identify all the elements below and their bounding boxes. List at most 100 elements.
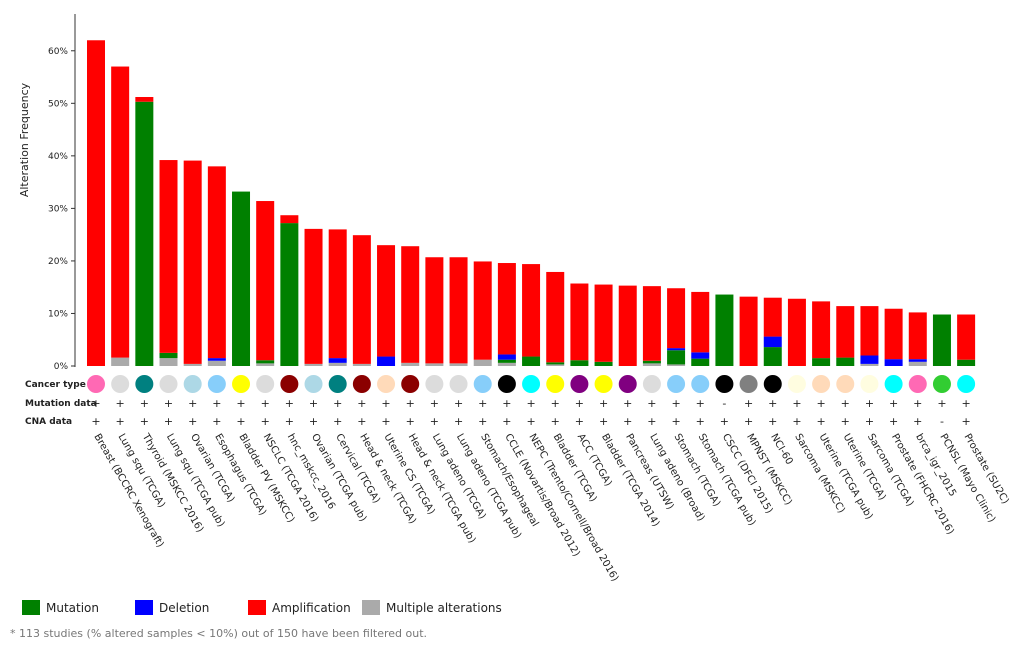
cancer-type-dot — [497, 375, 516, 393]
cancer-type-dot — [425, 375, 444, 393]
y-tick-label: 0% — [54, 362, 69, 372]
cna-flag: + — [575, 415, 584, 428]
bar-segment — [618, 285, 637, 366]
bar-segment — [352, 363, 371, 366]
mutation-flag: + — [91, 397, 100, 410]
legend-label: Mutation — [46, 601, 99, 615]
bar-segment — [667, 288, 686, 349]
mutation-flag: + — [744, 397, 753, 410]
cancer-type-dot — [256, 375, 275, 393]
cancer-type-dot — [812, 375, 831, 393]
bar-segment — [957, 359, 976, 366]
cna-flag: + — [792, 415, 801, 428]
cna-flag: + — [502, 415, 511, 428]
mutation-flag: + — [478, 397, 487, 410]
mutation-flag: + — [430, 397, 439, 410]
mutation-flag: + — [816, 397, 825, 410]
bar-segment — [87, 40, 105, 367]
y-tick-label: 10% — [48, 309, 68, 319]
bar-segment — [449, 257, 468, 364]
bar-segment — [328, 229, 347, 359]
bar-segment — [304, 363, 323, 366]
bar-segment — [183, 363, 202, 366]
bar-segment — [546, 271, 565, 363]
cancer-type-dot — [449, 375, 468, 393]
bar-segment — [328, 362, 347, 366]
mutation-flag: + — [575, 397, 584, 410]
bar-segment — [884, 308, 903, 360]
cna-flag: + — [236, 415, 245, 428]
mutation-flag: + — [526, 397, 535, 410]
cna-flag: + — [647, 415, 656, 428]
mutation-flag: + — [841, 397, 850, 410]
bar-segment — [691, 358, 710, 366]
cna-flag: + — [454, 415, 463, 428]
bar-segment — [159, 160, 178, 353]
legend-swatch — [22, 600, 40, 615]
cancer-type-dot — [594, 375, 613, 393]
legend-swatch — [248, 600, 266, 615]
bar-segment — [473, 261, 492, 360]
bar-segment — [763, 347, 782, 366]
bar-segment — [473, 359, 492, 366]
bar-segment — [860, 355, 879, 364]
row-label: Mutation data — [25, 399, 97, 409]
bar-segment — [763, 336, 782, 348]
bar-segment — [594, 284, 613, 362]
mutation-flag: + — [406, 397, 415, 410]
bar-segment — [691, 291, 710, 353]
cna-flag: + — [140, 415, 149, 428]
row-label: CNA data — [25, 417, 72, 427]
legend-label: Deletion — [159, 601, 209, 615]
bar-segment — [546, 364, 565, 366]
bar-segment — [908, 359, 927, 362]
bar-segment — [787, 298, 806, 366]
bar-segment — [667, 350, 686, 365]
mutation-flag: + — [381, 397, 390, 410]
mutation-flag: + — [285, 397, 294, 410]
mutation-flag: + — [116, 397, 125, 410]
bar-segment — [377, 356, 396, 366]
cancer-type-dot — [836, 375, 855, 393]
bar-segment — [860, 363, 879, 366]
bar-segment — [836, 306, 855, 358]
cna-flag: + — [816, 415, 825, 428]
cna-flag: + — [164, 415, 173, 428]
bar-segment — [957, 314, 976, 360]
bar-segment — [256, 360, 275, 364]
cna-flag: + — [696, 415, 705, 428]
cancer-type-dot — [908, 375, 927, 393]
bar-segment — [932, 314, 951, 366]
bar-segment — [425, 363, 444, 366]
bar-segment — [860, 306, 879, 356]
mutation-flag: + — [768, 397, 777, 410]
bar-segment — [207, 360, 226, 366]
cancer-type-dot — [207, 375, 226, 393]
cancer-type-dot — [111, 375, 130, 393]
cancer-type-dot — [957, 375, 976, 393]
cna-flag: + — [212, 415, 221, 428]
cna-flag: + — [768, 415, 777, 428]
mutation-flag: + — [623, 397, 632, 410]
cna-flag: + — [671, 415, 680, 428]
mutation-flag: + — [212, 397, 221, 410]
cancer-type-dot — [618, 375, 637, 393]
cna-flag: + — [309, 415, 318, 428]
bar-segment — [304, 228, 323, 364]
bar-segment — [183, 160, 202, 364]
mutation-flag: + — [502, 397, 511, 410]
cancer-type-dot — [87, 375, 105, 393]
cna-flag: + — [261, 415, 270, 428]
bar-segment — [691, 352, 710, 359]
bar-segment — [642, 360, 661, 364]
mutation-flag: + — [164, 397, 173, 410]
bar-segment — [715, 294, 734, 366]
cancer-type-dot — [328, 375, 347, 393]
cancer-type-dot — [932, 375, 951, 393]
cancer-type-dot — [667, 375, 686, 393]
bar-segment — [642, 286, 661, 361]
bar-segment — [546, 362, 565, 365]
cna-flag: - — [940, 415, 944, 428]
mutation-flag: + — [889, 397, 898, 410]
cancer-type-dot — [304, 375, 323, 393]
